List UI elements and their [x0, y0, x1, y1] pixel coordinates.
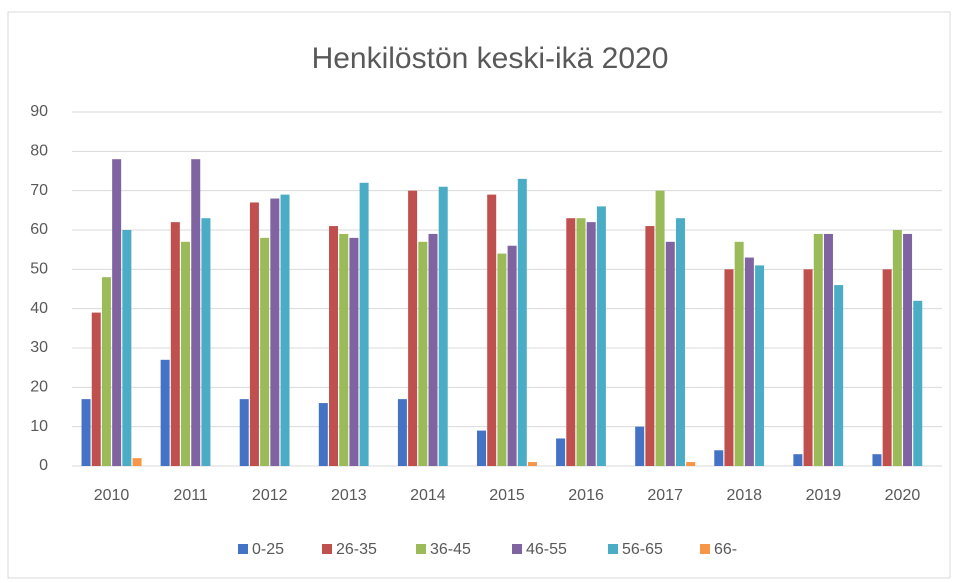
- bar: [349, 237, 359, 466]
- y-tick-label: 0: [39, 457, 48, 474]
- x-tick-label: 2019: [806, 487, 842, 504]
- bar: [834, 285, 844, 466]
- bar: [270, 198, 280, 467]
- bar: [903, 233, 913, 466]
- bar: [528, 462, 537, 466]
- y-tick-label: 70: [30, 182, 48, 199]
- bar: [91, 312, 101, 466]
- bar: [793, 454, 803, 466]
- bar: [635, 426, 645, 466]
- bar: [122, 230, 132, 466]
- bar: [517, 178, 527, 466]
- x-tick-label: 2014: [410, 487, 446, 504]
- bar: [477, 430, 486, 466]
- bar: [556, 438, 566, 466]
- legend-swatch: [608, 544, 618, 554]
- legend-swatch: [416, 544, 426, 554]
- bar: [497, 253, 507, 466]
- bar: [755, 265, 765, 466]
- bar: [655, 190, 665, 466]
- y-tick-label: 30: [30, 339, 48, 356]
- legend-swatch: [238, 544, 248, 554]
- y-tick-label: 40: [30, 300, 48, 317]
- bar: [132, 458, 142, 466]
- bar: [586, 222, 596, 466]
- bar: [160, 359, 170, 466]
- bar: [645, 226, 655, 466]
- bar: [686, 462, 696, 466]
- bar: [249, 202, 259, 466]
- bar: [744, 257, 754, 466]
- x-tick-label: 2013: [331, 487, 367, 504]
- bar: [81, 399, 91, 466]
- bar: [239, 399, 249, 466]
- bar: [191, 159, 201, 466]
- chart-title: Henkilöstön keski-ikä 2020: [312, 42, 669, 75]
- chart-frame: [7, 11, 951, 579]
- x-tick-label: 2020: [885, 487, 921, 504]
- bar: [201, 218, 211, 466]
- legend-label: 66-: [714, 541, 737, 558]
- bar: [665, 241, 675, 466]
- bar: [397, 399, 407, 466]
- bar: [813, 233, 823, 466]
- bar: [566, 218, 576, 466]
- bar: [280, 194, 290, 466]
- bar: [734, 241, 744, 466]
- y-tick-label: 10: [30, 418, 48, 435]
- bar: [428, 233, 438, 466]
- legend-label: 36-45: [430, 541, 471, 558]
- bar: [318, 403, 328, 466]
- bar: [576, 218, 586, 466]
- legend-swatch: [322, 544, 332, 554]
- bar: [823, 233, 833, 466]
- bar: [260, 237, 270, 466]
- bar: [359, 182, 369, 467]
- bar: [882, 269, 892, 466]
- y-tick-label: 90: [30, 103, 48, 120]
- legend-label: 46-55: [526, 541, 567, 558]
- bar: [596, 206, 606, 466]
- x-tick-label: 2015: [489, 487, 525, 504]
- bar: [438, 186, 448, 466]
- x-tick-label: 2012: [252, 487, 288, 504]
- x-tick-label: 2017: [647, 487, 683, 504]
- y-tick-label: 50: [30, 261, 48, 278]
- legend-swatch: [512, 544, 522, 554]
- legend-label: 56-65: [622, 541, 663, 558]
- bar: [418, 241, 428, 466]
- legend-label: 26-35: [336, 541, 377, 558]
- bar: [803, 269, 813, 466]
- x-tick-label: 2010: [94, 487, 130, 504]
- y-tick-label: 80: [30, 143, 48, 160]
- bar: [101, 277, 111, 466]
- bar: [329, 226, 339, 466]
- bar: [181, 241, 191, 466]
- bar: [339, 233, 349, 466]
- bar: [507, 245, 517, 466]
- bar: [872, 454, 882, 466]
- bar: [408, 190, 418, 466]
- bar: [913, 300, 923, 466]
- y-tick-label: 20: [30, 379, 48, 396]
- legend-label: 0-25: [252, 541, 284, 558]
- x-tick-label: 2016: [568, 487, 604, 504]
- bar: [170, 222, 180, 466]
- bar: [675, 218, 685, 466]
- y-tick-label: 60: [30, 221, 48, 238]
- bar: [714, 450, 724, 466]
- bar: [487, 194, 497, 466]
- legend-swatch: [700, 544, 710, 554]
- x-tick-label: 2011: [173, 487, 208, 504]
- bar: [724, 269, 734, 466]
- bar: [112, 159, 122, 466]
- bar: [892, 230, 902, 466]
- x-tick-label: 2018: [726, 487, 762, 504]
